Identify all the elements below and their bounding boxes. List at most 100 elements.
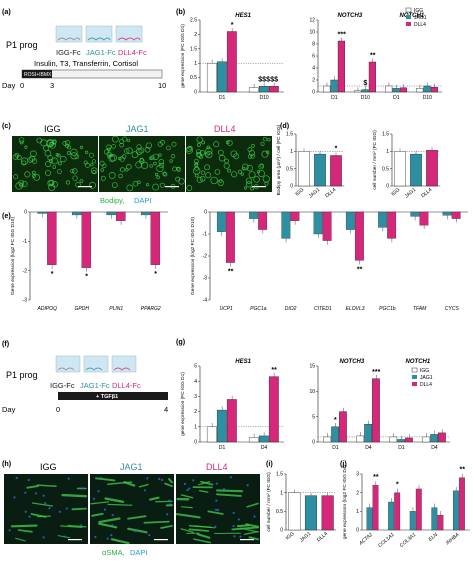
lipid-droplet bbox=[135, 148, 143, 155]
a-treatment-bar bbox=[22, 70, 52, 78]
lipid-droplet bbox=[242, 167, 246, 171]
y-tick-label-i-2: 1 bbox=[280, 490, 283, 496]
bar-j-1-1 bbox=[394, 492, 401, 531]
lipid-droplet bbox=[126, 138, 131, 143]
y-axis-label-e: Gene expression (log2 FC IGG D10) bbox=[10, 217, 16, 295]
asma-fiber bbox=[198, 490, 209, 493]
nucleus bbox=[97, 490, 100, 493]
y-tick-label-b-5: 2.5 bbox=[190, 18, 197, 24]
f-group-dll4: DLL4-Fc bbox=[112, 381, 141, 390]
c-title-jag1: JAG1 bbox=[126, 124, 149, 134]
lipid-droplet bbox=[253, 176, 260, 183]
bar-j-2-0 bbox=[409, 511, 416, 531]
f-day-4: 4 bbox=[164, 405, 168, 414]
nucleus bbox=[58, 510, 61, 513]
lipid-droplet bbox=[43, 145, 50, 152]
x-label-d-0: IGG bbox=[294, 187, 305, 198]
lipid-droplet bbox=[126, 164, 132, 170]
bar-g-0-1 bbox=[216, 409, 227, 443]
a-day-0: 0 bbox=[20, 81, 24, 90]
asma-fiber bbox=[71, 507, 87, 511]
lipid-droplet bbox=[139, 157, 144, 163]
nucleus bbox=[166, 513, 169, 516]
nucleus bbox=[24, 491, 27, 494]
panel-label-g: (g) bbox=[176, 337, 186, 346]
y-axis-label-g: gene expression (FC IGG D1) bbox=[180, 372, 186, 436]
asma-fiber bbox=[61, 493, 88, 498]
lipid-droplet bbox=[261, 150, 269, 158]
asma-fiber bbox=[243, 530, 259, 536]
bar-g2-0-0 bbox=[323, 436, 332, 443]
y-tick-label-d-2: 1 bbox=[290, 149, 293, 155]
lipid-droplet bbox=[226, 140, 233, 146]
h-title-igg: IGG bbox=[40, 462, 57, 472]
lipid-droplet bbox=[19, 140, 24, 145]
sig-mark-e-3: * bbox=[154, 271, 157, 278]
lipid-droplet bbox=[245, 177, 253, 184]
nucleus bbox=[111, 524, 114, 527]
lipid-droplet bbox=[90, 163, 94, 167]
asma-fiber bbox=[127, 527, 148, 534]
panel-g: (g) 0 1 2 3 4 5 gene expression (FC IGG D1) D1 *… bbox=[176, 337, 450, 451]
lipid-droplet bbox=[186, 146, 193, 153]
lipid-droplet bbox=[201, 140, 206, 145]
lipid-droplet bbox=[13, 174, 19, 180]
nucleus bbox=[239, 535, 242, 538]
x-label-e2-3: CITED1 bbox=[314, 306, 332, 312]
lipid-droplet bbox=[246, 164, 253, 172]
lipid-droplet bbox=[89, 181, 96, 189]
bar-b2-0-1 bbox=[330, 79, 338, 93]
lipid-droplet bbox=[51, 139, 57, 145]
y-tick-label-e-3: -3 bbox=[23, 298, 28, 304]
bar-e2-0-1 bbox=[225, 211, 235, 263]
lipid-droplet bbox=[159, 182, 165, 188]
x-label-g2-0: D1 bbox=[332, 445, 339, 451]
h-stain-dapi: DAPI bbox=[130, 548, 148, 557]
bar-b-0-2 bbox=[226, 31, 237, 93]
lipid-droplet bbox=[12, 154, 19, 160]
lipid-droplet bbox=[258, 164, 264, 170]
bar-g2-2-1 bbox=[397, 439, 405, 443]
bar-g2-0-2 bbox=[339, 411, 347, 443]
lipid-droplet bbox=[18, 137, 25, 143]
nucleus bbox=[186, 489, 189, 492]
lipid-droplet bbox=[31, 170, 36, 175]
lipid-droplet bbox=[225, 140, 230, 145]
lipid-droplet bbox=[48, 179, 55, 186]
lipid-droplet bbox=[210, 176, 218, 185]
lipid-droplet bbox=[149, 164, 153, 168]
lipid-droplet bbox=[119, 167, 125, 173]
nucleus bbox=[111, 513, 114, 517]
bar-g2-1-1 bbox=[364, 424, 372, 443]
lipid-droplet bbox=[218, 154, 226, 162]
lipid-droplet bbox=[196, 136, 203, 143]
asma-fiber bbox=[188, 528, 210, 532]
lipid-droplet bbox=[213, 141, 220, 148]
lipid-droplet bbox=[170, 154, 176, 159]
y-tick-label-i-1: 0.5 bbox=[276, 509, 283, 515]
asma-fiber bbox=[160, 525, 173, 529]
bar-b2-2-1 bbox=[392, 88, 400, 93]
lipid-droplet bbox=[67, 145, 72, 150]
x-label-b-0: D1 bbox=[219, 95, 226, 101]
y-tick-label-b2-4: 8 bbox=[312, 42, 315, 48]
asma-fiber bbox=[216, 489, 244, 493]
x-label-g-0: D1 bbox=[219, 445, 226, 451]
lipid-droplet bbox=[48, 183, 56, 191]
sig-mark-e-0: * bbox=[51, 271, 54, 278]
lipid-droplet bbox=[176, 166, 180, 171]
lipid-droplet bbox=[233, 153, 240, 160]
y-tick-label-b-2: 1 bbox=[194, 61, 197, 67]
a-treatment-label: ROSI+IBMX bbox=[24, 72, 52, 78]
bar-b-0-0 bbox=[206, 63, 217, 93]
lipid-droplet bbox=[126, 184, 134, 192]
y-axis-label-j: gene expression (log2 FC IGG D4) bbox=[342, 465, 348, 540]
sig-mark-d-2: * bbox=[335, 145, 338, 152]
bar-e2-7-1 bbox=[451, 211, 461, 219]
bar-j-3-1 bbox=[437, 514, 444, 531]
x-label-e-0: ADIPOQ bbox=[37, 306, 58, 312]
lipid-droplet bbox=[29, 155, 36, 162]
panel-label-a: (a) bbox=[2, 7, 11, 16]
lipid-droplet bbox=[36, 137, 43, 144]
y-tick-label-i-3: 1.5 bbox=[276, 472, 283, 478]
